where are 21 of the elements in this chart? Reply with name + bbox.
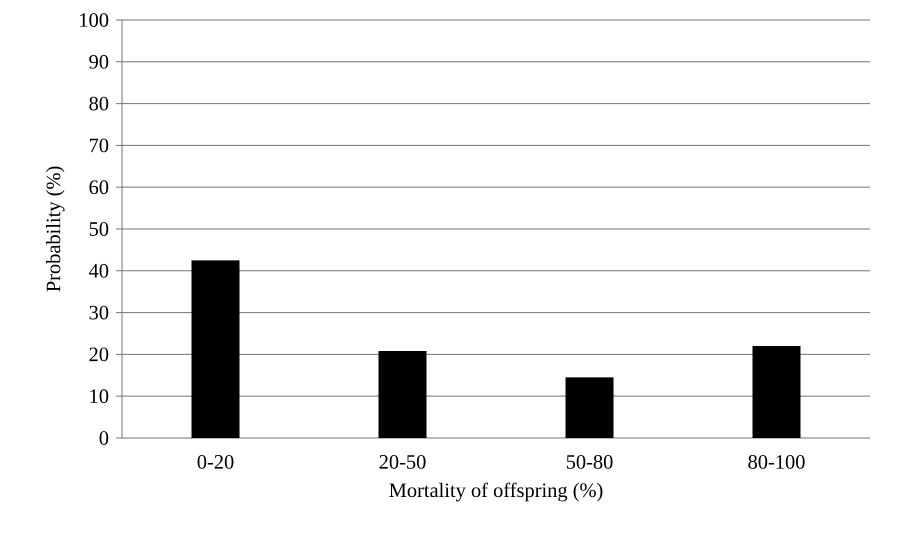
bar <box>566 377 614 438</box>
bar <box>752 346 801 438</box>
y-tick-label: 40 <box>88 264 108 278</box>
y-tick-label: 50 <box>90 222 108 236</box>
y-tick-label: 0 <box>100 431 108 445</box>
x-tick-label: 0-20 <box>198 454 234 469</box>
y-tick-label: 70 <box>90 138 108 152</box>
x-axis-title: Mortality of offspring (%) <box>389 482 602 502</box>
x-tick-label: 50-80 <box>566 454 613 469</box>
x-tick-label: 20-50 <box>380 454 426 469</box>
y-tick-label: 100 <box>80 13 108 27</box>
y-tick-label: 80 <box>89 96 108 110</box>
y-tick-label: 60 <box>89 180 108 194</box>
y-tick-label: 20 <box>89 348 108 362</box>
y-axis-title: Probability (%) <box>46 166 65 292</box>
bar <box>378 351 427 438</box>
x-tick-label: 80-100 <box>748 454 805 469</box>
y-tick-label: 30 <box>90 306 108 320</box>
y-tick-label: 90 <box>89 54 108 69</box>
y-tick-label: 10 <box>90 389 108 404</box>
bar <box>192 260 240 438</box>
